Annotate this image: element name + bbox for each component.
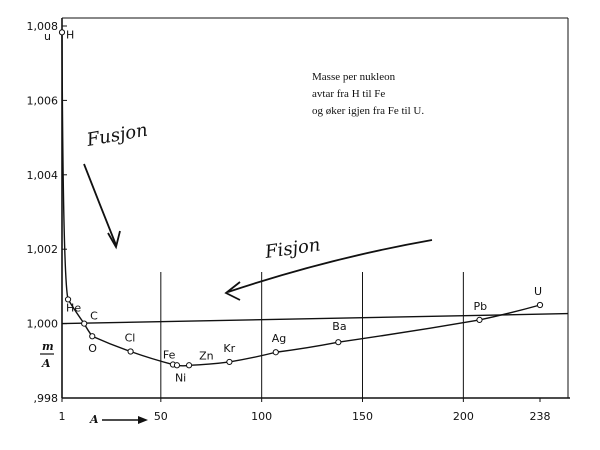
point-ag	[272, 349, 279, 356]
x-tick-label: 100	[251, 410, 272, 423]
x-tick-label: 50	[154, 410, 168, 423]
y-tick-label: 1,000	[27, 318, 59, 331]
y-tick-label: 1,002	[27, 243, 59, 256]
y-tick-labels: 1,008 1,006 1,004 1,002 1,000 ,998	[27, 20, 67, 405]
point-h	[58, 29, 66, 36]
x-tick-label: 238	[530, 410, 551, 423]
x-axis-label-arrowhead	[138, 416, 148, 424]
point-label-ag: Ag	[272, 332, 287, 345]
note-line-2: avtar fra H til Fe	[312, 88, 385, 100]
point-ni	[173, 362, 181, 369]
x-tick-labels: 1 50 100 150 200 238	[59, 398, 551, 423]
point-kr	[226, 358, 233, 366]
y-tick-label: 1,006	[27, 94, 59, 107]
fusion-arrow	[83, 163, 117, 246]
y-label-denominator: A	[41, 357, 51, 370]
fission-arrowhead	[224, 281, 241, 301]
point-ba	[335, 339, 342, 346]
y-tick-label: 1,008	[27, 20, 59, 33]
note-line-1: Masse per nukleon	[312, 71, 396, 83]
fusion-annotation: Fusjon	[84, 120, 149, 152]
fission-arrow	[227, 239, 433, 293]
x-tick-label: 1	[59, 410, 66, 423]
point-he	[64, 296, 72, 303]
data-points: H He C O Cl Fe Ni Zn Kr Ag Ba Pb U	[58, 28, 544, 384]
x-tick-label: 200	[453, 410, 474, 423]
point-label-he: He	[66, 301, 81, 314]
point-label-u: U	[534, 285, 542, 298]
point-label-h: H	[66, 28, 74, 41]
grid-lines	[160, 272, 464, 398]
point-o	[89, 333, 96, 340]
y-unit-label: u	[44, 30, 51, 43]
point-c	[81, 320, 88, 327]
point-label-ba: Ba	[332, 320, 346, 333]
point-zn	[185, 362, 193, 369]
point-label-fe: Fe	[163, 349, 176, 362]
point-pb	[476, 316, 483, 323]
point-label-pb: Pb	[473, 300, 487, 313]
x-tick-label: 150	[352, 410, 373, 423]
point-label-o: O	[88, 342, 97, 355]
point-label-kr: Kr	[223, 342, 235, 355]
point-label-zn: Zn	[199, 349, 214, 362]
point-u	[536, 301, 544, 309]
reference-line	[61, 312, 569, 325]
y-label-numerator: m	[42, 340, 54, 353]
point-label-ni: Ni	[175, 371, 186, 384]
y-tick-label: ,998	[34, 392, 59, 405]
point-cl	[127, 348, 134, 355]
point-label-c: C	[90, 310, 98, 323]
reference-line-1000	[61, 312, 569, 325]
x-axis-label: A	[89, 413, 99, 426]
note-line-3: og øker igjen fra Fe til U.	[312, 105, 424, 117]
fusion-arrowhead	[107, 230, 121, 250]
point-label-cl: Cl	[125, 332, 136, 345]
y-tick-label: 1,004	[27, 169, 59, 182]
fission-annotation: Fisjon	[263, 234, 322, 263]
